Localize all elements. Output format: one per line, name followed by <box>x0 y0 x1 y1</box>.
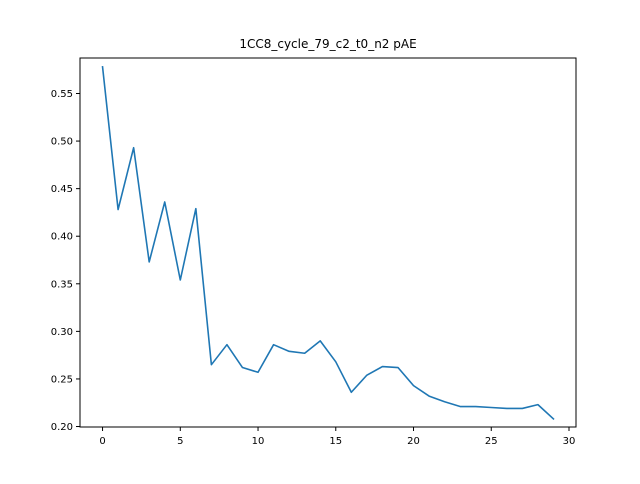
x-tick-label: 5 <box>177 436 183 447</box>
y-axis-ticks: 0.20 0.25 0.30 0.35 0.40 0.45 0.50 0.55 <box>51 89 80 433</box>
chart-title: 1CC8_cycle_79_c2_t0_n2 pAE <box>239 37 416 51</box>
y-tick-label: 0.55 <box>51 89 73 100</box>
x-tick-label: 25 <box>485 436 498 447</box>
series-layer <box>101 65 555 421</box>
x-tick-label: 10 <box>252 436 265 447</box>
plot-area-frame <box>79 57 577 428</box>
y-tick-label: 0.50 <box>51 137 73 148</box>
y-tick-label: 0.25 <box>51 374 73 385</box>
y-tick-label: 0.40 <box>51 232 73 243</box>
y-tick-label: 0.45 <box>51 184 73 195</box>
y-tick-label: 0.30 <box>51 327 73 338</box>
x-tick-label: 20 <box>407 436 420 447</box>
x-tick-label: 0 <box>99 436 105 447</box>
y-tick-label: 0.35 <box>51 279 73 290</box>
x-tick-label: 15 <box>329 436 342 447</box>
x-tick-label: 30 <box>563 436 576 447</box>
x-axis-ticks: 0 5 10 15 20 25 30 <box>99 427 575 447</box>
series-line-pae <box>101 65 555 421</box>
y-tick-label: 0.20 <box>51 422 73 433</box>
